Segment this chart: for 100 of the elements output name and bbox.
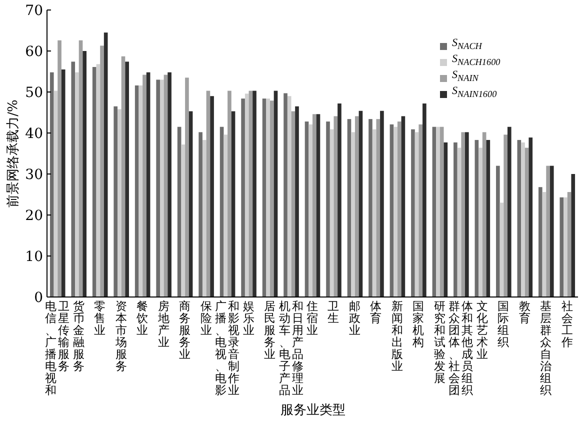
bar — [436, 126, 440, 297]
bar — [100, 46, 104, 297]
bar — [291, 111, 296, 297]
bar — [164, 74, 168, 297]
bar — [316, 114, 320, 297]
bar — [75, 72, 79, 297]
x-tick-label: 房地产业 — [158, 299, 170, 351]
bar — [156, 80, 160, 297]
bar — [372, 129, 376, 297]
bar — [92, 66, 96, 297]
bar — [287, 96, 292, 297]
bar — [206, 90, 210, 297]
bar — [474, 140, 479, 297]
bar — [440, 126, 444, 297]
bar — [71, 62, 76, 297]
bar — [564, 197, 568, 297]
bar — [351, 132, 355, 297]
x-tick-label: 体育 — [370, 299, 382, 327]
bar — [482, 132, 486, 297]
bar — [61, 69, 66, 297]
bar — [231, 111, 236, 297]
bar — [295, 106, 299, 297]
bar — [326, 122, 330, 297]
bar — [571, 174, 576, 297]
bar — [560, 197, 564, 297]
x-tick-label: 社会工作 — [561, 299, 574, 351]
bar — [390, 124, 394, 297]
bar — [252, 90, 256, 297]
legend-label: S$_{NACH1600}$ — [452, 53, 500, 68]
bar — [358, 110, 363, 297]
y-tick-label: 50 — [25, 85, 43, 101]
x-axis-title: 服务业类型 — [280, 402, 346, 419]
bar — [228, 90, 232, 297]
bar — [142, 74, 146, 297]
x-tick-label: 保险业 — [200, 299, 212, 339]
bar — [248, 90, 253, 297]
bar — [181, 144, 186, 297]
bar — [354, 116, 359, 297]
bar — [500, 202, 504, 297]
bar — [524, 148, 529, 297]
bar — [118, 109, 122, 297]
x-tick-label: 国际组织 — [498, 299, 510, 351]
bar — [244, 94, 249, 297]
bar — [270, 100, 274, 297]
x-tick-label: 零售业 — [94, 299, 106, 339]
bar — [454, 142, 458, 297]
bar — [284, 93, 288, 297]
bar — [177, 126, 182, 297]
bar — [241, 98, 245, 297]
bar — [457, 148, 462, 297]
bar — [444, 142, 448, 297]
bar — [138, 85, 143, 297]
bar — [411, 129, 415, 297]
bar — [78, 40, 83, 297]
bar — [168, 72, 172, 297]
x-tick-label: 餐饮业 — [136, 299, 149, 339]
bar — [220, 126, 224, 297]
bar — [338, 103, 342, 297]
bar — [486, 140, 490, 297]
x-tick-label: 研究和试验发展 — [434, 299, 446, 387]
bar — [160, 80, 164, 297]
y-tick-label: 30 — [25, 167, 43, 183]
bar — [422, 103, 426, 297]
category-label: 广播、电视、电影和影视录音制作业 — [215, 299, 240, 397]
bar — [198, 132, 202, 297]
bar — [376, 119, 380, 297]
x-tick-label: 国家机构 — [412, 299, 425, 351]
bar — [114, 106, 118, 297]
x-tick-label: 娱乐业 — [242, 299, 255, 339]
y-tick-label: 20 — [25, 208, 43, 224]
bar — [546, 166, 550, 297]
bar — [188, 111, 193, 297]
category-label: 群众团体、社会团体和其他成员组织 — [448, 299, 474, 397]
y-tick-label: 70 — [25, 3, 43, 19]
bar — [507, 126, 512, 297]
bar — [104, 32, 108, 297]
bar — [134, 85, 139, 297]
x-tick-label: 文化艺术业 — [476, 299, 488, 363]
x-tick-label: 住宿业 — [306, 299, 318, 339]
bar — [347, 119, 352, 297]
bar — [50, 72, 54, 297]
category-label: 机动车、电子产品和日用产品修理业 — [278, 299, 304, 397]
bar — [304, 122, 309, 297]
x-tick-label: 基层群众自治组织 — [540, 299, 552, 397]
bar — [210, 96, 214, 297]
legend-label: S$_{NACH}$ — [452, 37, 482, 52]
bar — [394, 126, 398, 297]
bar — [125, 62, 129, 297]
bar — [432, 126, 436, 297]
y-tick-label: 60 — [25, 44, 43, 60]
bar — [528, 138, 533, 297]
bar — [185, 78, 189, 297]
bar — [202, 140, 206, 297]
bar — [465, 132, 469, 297]
bar — [380, 110, 384, 297]
bar — [478, 148, 482, 297]
x-tick-label: 资本市场服务 — [115, 299, 128, 375]
x-tick-label: 新闻和出版业 — [391, 299, 404, 375]
bar — [266, 98, 270, 297]
bar — [58, 40, 62, 297]
